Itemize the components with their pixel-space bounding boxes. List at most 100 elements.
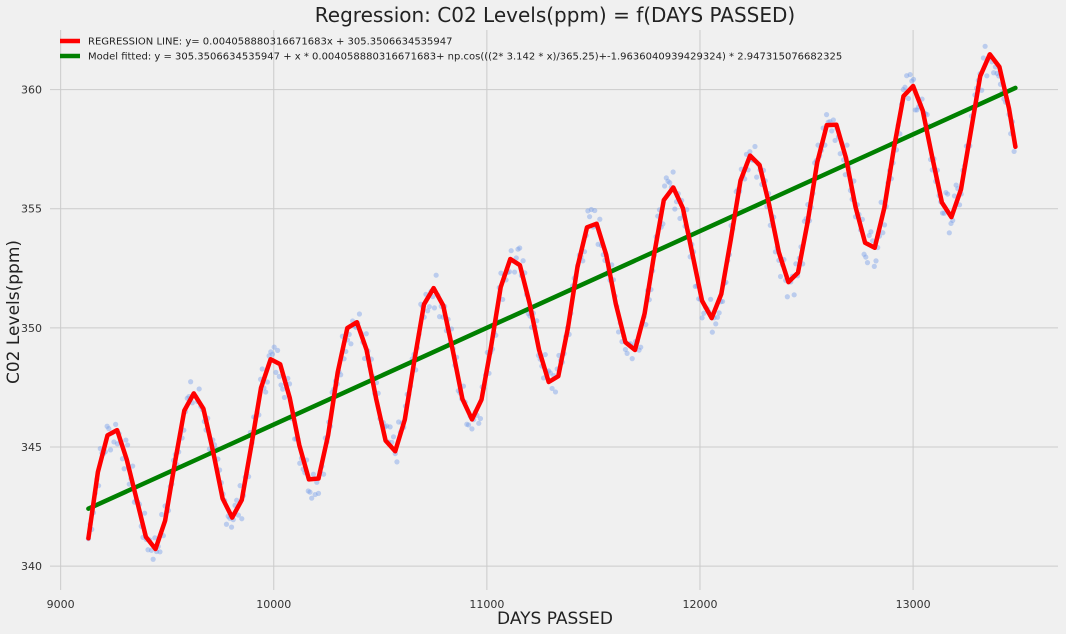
- observation-point: [436, 314, 443, 320]
- observation-point: [280, 386, 286, 392]
- observation-point: [123, 437, 129, 443]
- observation-point: [830, 117, 836, 123]
- observation-point: [113, 421, 119, 427]
- x-tick-label: 10000: [256, 598, 291, 611]
- observation-point: [615, 329, 622, 335]
- observation-point: [235, 512, 241, 518]
- observation-point: [477, 415, 484, 422]
- observation-point: [861, 251, 867, 257]
- observation-point: [297, 460, 303, 466]
- observation-point: [307, 489, 313, 495]
- observation-point: [701, 310, 707, 316]
- observation-point: [305, 488, 311, 494]
- observation-point: [142, 510, 148, 516]
- observation-point: [145, 547, 151, 553]
- observation-point: [909, 78, 915, 84]
- observation-point: [672, 206, 678, 212]
- observation-point: [542, 351, 548, 358]
- x-tick-label: 13000: [896, 598, 931, 611]
- observation-point: [714, 314, 721, 320]
- series-lines: [86, 52, 1018, 552]
- observation-point: [624, 350, 630, 356]
- legend: REGRESSION LINE: y= 0.004058880316671683…: [60, 37, 842, 63]
- observation-point: [709, 329, 715, 335]
- observation-point: [281, 394, 288, 401]
- observation-point: [310, 471, 317, 477]
- observation-point: [629, 356, 635, 362]
- observation-point: [881, 222, 888, 228]
- y-tick-label: 360: [21, 84, 42, 97]
- observation-point: [469, 426, 475, 432]
- observation-point: [384, 423, 390, 429]
- observation-point: [237, 483, 243, 489]
- observation-point: [837, 151, 843, 157]
- observation-point: [515, 246, 521, 252]
- model-fitted-line: [86, 52, 1018, 552]
- observation-point: [585, 208, 591, 214]
- observation-point: [979, 87, 985, 93]
- observation-point: [547, 370, 553, 376]
- observation-point: [157, 549, 163, 555]
- observation-point: [121, 466, 127, 472]
- observation-point: [914, 107, 920, 113]
- x-tick-label: 11000: [469, 598, 504, 611]
- y-tick-label: 355: [21, 203, 42, 216]
- observation-point: [150, 556, 156, 562]
- observation-point: [948, 220, 954, 227]
- observation-point: [234, 497, 240, 503]
- y-tick-label: 340: [21, 560, 42, 573]
- observation-point: [239, 516, 245, 522]
- observation-point: [904, 73, 910, 79]
- observation-point: [549, 385, 555, 392]
- observation-point: [866, 232, 872, 239]
- observation-point: [104, 423, 110, 429]
- observation-point: [159, 511, 165, 518]
- observation-point: [348, 341, 354, 347]
- regression-line: [86, 85, 1018, 511]
- observation-point: [595, 241, 601, 247]
- observation-point: [984, 73, 990, 79]
- observation-point: [905, 95, 911, 102]
- observation-point: [951, 193, 958, 199]
- observation-point: [321, 471, 327, 477]
- observation-point: [643, 321, 649, 328]
- observation-point: [670, 169, 676, 175]
- observation-point: [871, 263, 877, 269]
- observation-point: [274, 347, 281, 353]
- observation-point: [511, 269, 518, 275]
- observation-point: [425, 308, 431, 314]
- observation-point: [264, 379, 270, 385]
- observation-point: [363, 331, 369, 337]
- observation-point: [592, 207, 598, 214]
- observation-point: [878, 199, 884, 205]
- observation-point: [864, 260, 871, 266]
- observation-point: [508, 248, 514, 254]
- observation-point: [130, 463, 136, 469]
- observation-point: [716, 310, 722, 316]
- chart-title: Regression: C02 Levels(ppm) = f(DAYS PAS…: [315, 3, 795, 27]
- observation-point: [953, 182, 959, 188]
- observation-point: [842, 172, 848, 178]
- observation-point: [196, 386, 202, 392]
- observation-point: [991, 70, 997, 76]
- observation-point: [431, 305, 438, 311]
- observation-point: [276, 373, 282, 380]
- observation-point: [263, 389, 269, 395]
- observation-point: [597, 216, 603, 222]
- observation-point: [638, 344, 644, 350]
- observation-point: [114, 441, 120, 447]
- x-tick-label: 9000: [47, 598, 75, 611]
- observation-point: [868, 229, 874, 235]
- observation-point: [517, 245, 523, 251]
- y-axis-label: C02 Levels(ppm): [4, 240, 24, 384]
- observation-point: [677, 215, 683, 222]
- observation-point: [465, 422, 472, 428]
- observation-point: [667, 180, 673, 186]
- observation-point: [946, 230, 952, 236]
- tick-labels: 9000 10000 11000 12000 13000 340 345 350 355 360: [21, 84, 931, 611]
- observation-point: [665, 178, 671, 184]
- y-tick-label: 345: [21, 441, 42, 454]
- observation-point: [662, 183, 668, 189]
- observation-point: [396, 419, 402, 425]
- observation-point: [663, 175, 669, 181]
